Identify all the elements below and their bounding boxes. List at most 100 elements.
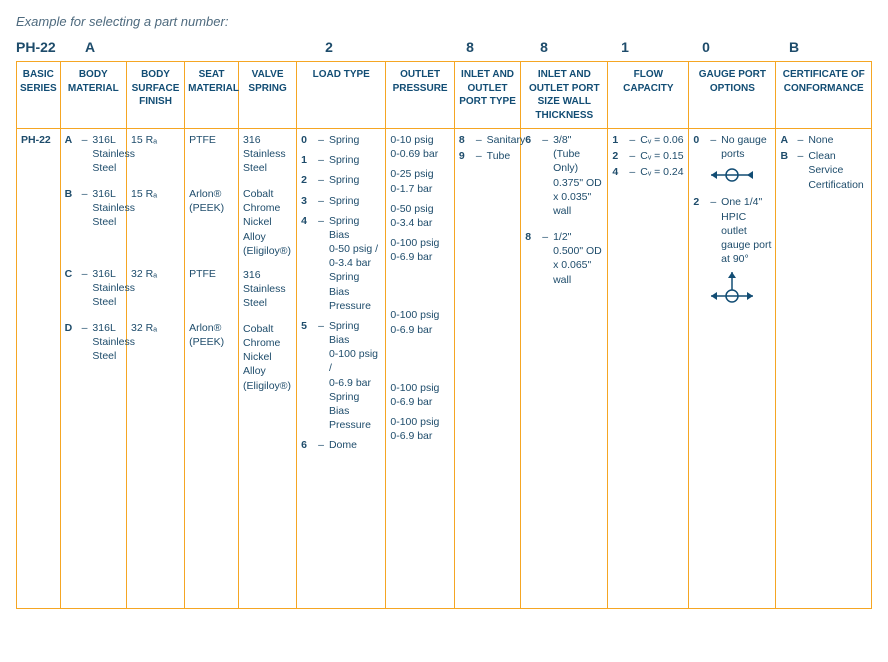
- dash: –: [80, 321, 90, 391]
- cell-port-size: 6–3/8" (Tube Only) 0.375" OD x 0.035" wa…: [521, 129, 608, 609]
- cell-load-type: 0–Spring1–Spring2–Spring3–Spring4–Spring…: [297, 129, 386, 609]
- dash: –: [474, 133, 484, 147]
- cell-basic: PH-22: [17, 129, 61, 609]
- dash: –: [627, 133, 637, 147]
- option-text: No gauge ports: [721, 133, 767, 161]
- option-code: 6: [525, 133, 537, 218]
- cell-port-type: 8–Sanitary 9–Tube: [454, 129, 520, 609]
- option-entry: 1–Spring: [301, 153, 381, 167]
- cell-gauge: 0–No gauge ports 2–One 1/4" HPIC outlet g…: [689, 129, 776, 609]
- option-text: Cᵥ = 0.15: [640, 149, 683, 163]
- option-code: 1: [612, 133, 624, 147]
- option-text: Tube: [487, 149, 511, 163]
- option-text: 1/2" 0.500" OD x 0.065" wall: [553, 230, 603, 287]
- option-code: 2: [301, 173, 313, 187]
- dash: –: [316, 153, 326, 167]
- option-text: 316 Stainless Steel: [243, 133, 286, 177]
- option-text: 0-100 psig 0-6.9 bar: [390, 308, 439, 336]
- ex-valve: [230, 39, 286, 55]
- option-text: PTFE: [189, 133, 216, 177]
- option-text: Sanitary: [487, 133, 526, 147]
- ex-gauge: 0: [664, 39, 748, 55]
- option-code: 0: [301, 133, 313, 147]
- option-text: Cobalt Chrome Nickel Alloy (Eligiloy®): [243, 322, 291, 393]
- option-code: 4: [612, 165, 624, 179]
- option-text: 316L Stainless Steel: [92, 321, 135, 391]
- option-entry: 32 Rₐ: [131, 267, 180, 311]
- dash: –: [795, 133, 805, 147]
- ex-port: 8: [438, 39, 502, 55]
- cell-flow: 1–Cᵥ = 0.06 2–Cᵥ = 0.15 4–Cᵥ = 0.24: [608, 129, 689, 609]
- gauge-option: 0–No gauge ports: [693, 133, 771, 185]
- option-entry: 2–Spring: [301, 173, 381, 187]
- header-row: BASIC SERIES BODY MATERIAL BODY SURFACE …: [17, 62, 872, 129]
- port-vertical-icon: [709, 270, 755, 306]
- hdr-seat: SEAT MATERIAL: [185, 62, 239, 129]
- cell-cert: A–NoneB–Clean Service Certification: [776, 129, 872, 609]
- body-row: PH-22 A–316L Stainless SteelB–316L Stain…: [17, 129, 872, 609]
- cell-seat-material: PTFEArlon® (PEEK)PTFEArlon® (PEEK): [185, 129, 239, 609]
- cell-surface-finish: 15 Rₐ15 Rₐ32 Rₐ32 Rₐ: [126, 129, 184, 609]
- option-entry: 8–Sanitary: [459, 133, 516, 147]
- option-entry: Cobalt Chrome Nickel Alloy (Eligiloy®): [243, 187, 292, 258]
- dash: –: [316, 214, 326, 313]
- option-text: 316L Stainless Steel: [92, 187, 135, 257]
- option-text: Cᵥ = 0.24: [640, 165, 683, 179]
- ex-press: [372, 39, 438, 55]
- option-entry: 0–No gauge ports: [693, 133, 771, 161]
- option-text: Spring Bias 0-100 psig / 0-6.9 bar Sprin…: [329, 319, 381, 432]
- option-entry: D–316L Stainless Steel: [65, 321, 122, 391]
- hdr-basic: BASIC SERIES: [17, 62, 61, 129]
- hdr-wall: INLET AND OUTLET PORT SIZE WALL THICKNES…: [521, 62, 608, 129]
- option-text: PTFE: [189, 267, 216, 311]
- option-text: 316 Stainless Steel: [243, 268, 286, 312]
- option-code: 1: [301, 153, 313, 167]
- hdr-body: BODY MATERIAL: [60, 62, 126, 129]
- option-text: 32 Rₐ: [131, 267, 157, 311]
- dash: –: [316, 438, 326, 452]
- option-entry: 2–Cᵥ = 0.15: [612, 149, 684, 163]
- option-text: 0-50 psig 0-3.4 bar: [390, 202, 433, 230]
- option-entry: 2–One 1/4" HPIC outlet gauge port at 90°: [693, 195, 771, 266]
- option-text: 32 Rₐ: [131, 321, 157, 391]
- option-text: Cᵥ = 0.06: [640, 133, 683, 147]
- option-entry: 0-100 psig 0-6.9 bar: [390, 415, 449, 443]
- dash: –: [316, 133, 326, 147]
- hdr-surf: BODY SURFACE FINISH: [126, 62, 184, 129]
- option-entry: 9–Tube: [459, 149, 516, 163]
- ex-flow: 1: [586, 39, 664, 55]
- option-entry: 32 Rₐ: [131, 321, 180, 391]
- option-code: 3: [301, 194, 313, 208]
- dash: –: [708, 195, 718, 266]
- option-entry: 0-100 psig 0-6.9 bar: [390, 308, 449, 336]
- gauge-icon-holder: [693, 165, 771, 185]
- option-entry: C–316L Stainless Steel: [65, 267, 122, 311]
- option-entry: B–Clean Service Certification: [780, 149, 867, 192]
- cell-body-material: A–316L Stainless SteelB–316L Stainless S…: [60, 129, 126, 609]
- option-entry: Cobalt Chrome Nickel Alloy (Eligiloy®): [243, 322, 292, 393]
- option-entry: PTFE: [189, 267, 234, 311]
- option-entry: 0-100 psig 0-6.9 bar: [390, 381, 449, 409]
- dash: –: [316, 194, 326, 208]
- port-horizontal-icon: [709, 165, 755, 185]
- dash: –: [474, 149, 484, 163]
- dash: –: [316, 173, 326, 187]
- option-text: Spring: [329, 173, 359, 187]
- hdr-flow: FLOW CAPACITY: [608, 62, 689, 129]
- option-entry: 0-10 psig 0-0.69 bar: [390, 133, 449, 161]
- option-entry: 5–Spring Bias 0-100 psig / 0-6.9 bar Spr…: [301, 319, 381, 432]
- option-text: Cobalt Chrome Nickel Alloy (Eligiloy®): [243, 187, 291, 258]
- ex-surf: [122, 39, 178, 55]
- option-entry: Arlon® (PEEK): [189, 321, 234, 391]
- option-entry: 0-50 psig 0-3.4 bar: [390, 202, 449, 230]
- option-code: A: [780, 133, 792, 147]
- option-text: 15 Rₐ: [131, 187, 157, 257]
- gauge-icon-holder: [693, 270, 771, 306]
- basic-series-value: PH-22: [21, 134, 51, 146]
- option-entry: A–316L Stainless Steel: [65, 133, 122, 177]
- ex-wall: 8: [502, 39, 586, 55]
- option-entry: 4–Cᵥ = 0.24: [612, 165, 684, 179]
- option-code: 8: [525, 230, 537, 287]
- option-code: C: [65, 267, 77, 311]
- dash: –: [80, 267, 90, 311]
